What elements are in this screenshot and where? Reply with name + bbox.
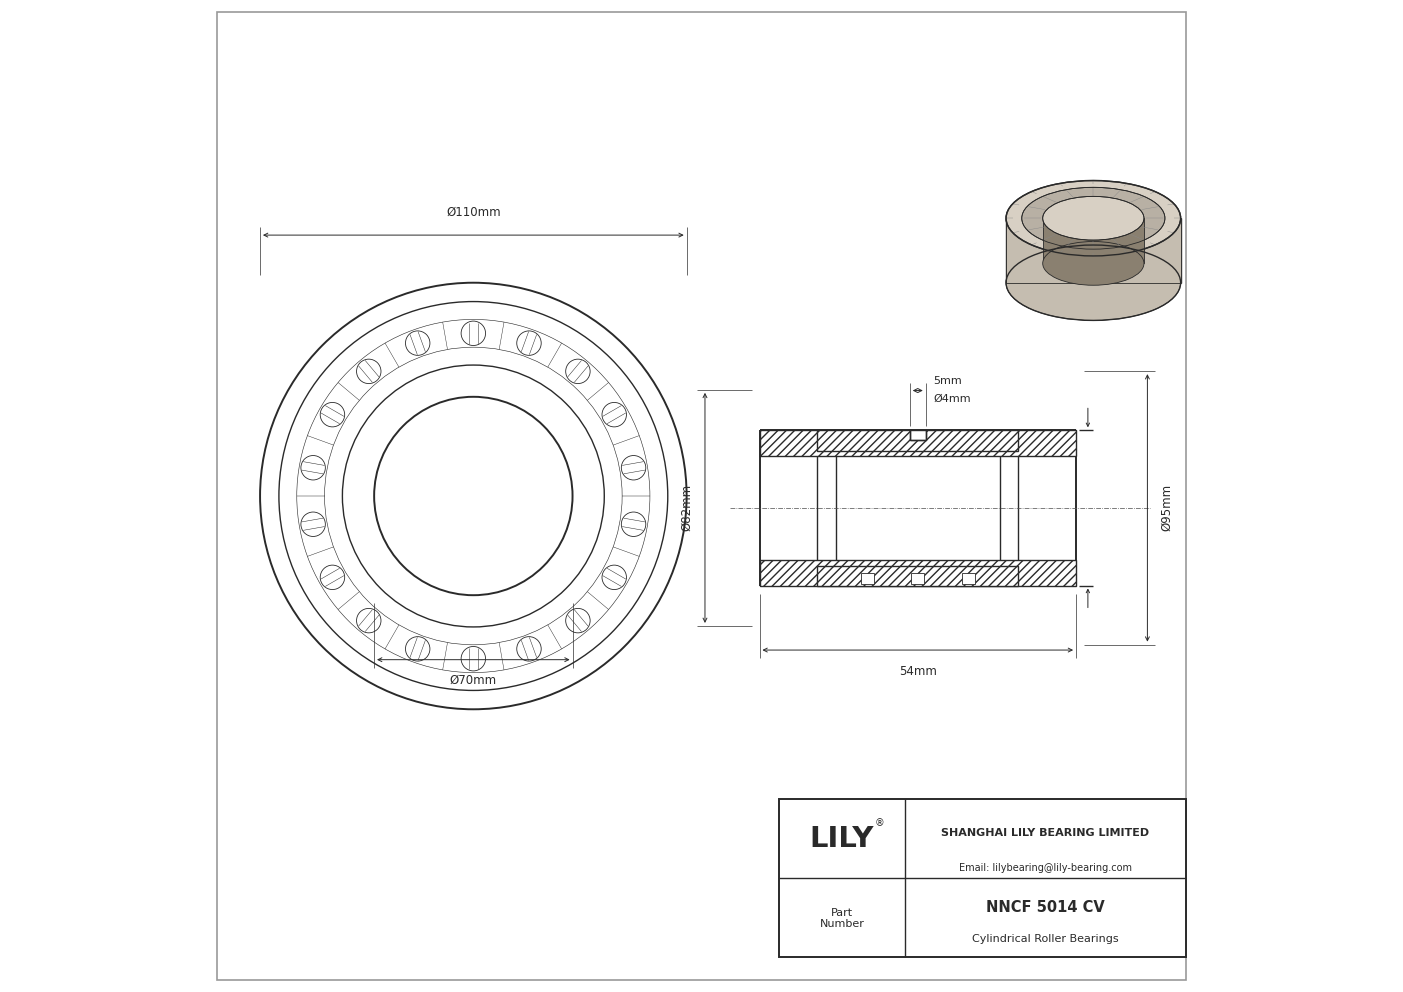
- Text: Ø95mm: Ø95mm: [1160, 484, 1173, 532]
- Text: 5mm: 5mm: [933, 376, 962, 386]
- Ellipse shape: [1021, 187, 1164, 249]
- Bar: [759, 559, 1076, 585]
- PathPatch shape: [1006, 218, 1181, 283]
- Bar: [779, 799, 1186, 957]
- Text: SHANGHAI LILY BEARING LIMITED: SHANGHAI LILY BEARING LIMITED: [941, 828, 1149, 838]
- Text: ®: ®: [874, 818, 884, 828]
- Text: 54mm: 54mm: [899, 665, 937, 678]
- Text: Email: lilybearing@lily-bearing.com: Email: lilybearing@lily-bearing.com: [958, 863, 1132, 873]
- Text: Ø4mm: Ø4mm: [933, 394, 971, 404]
- Ellipse shape: [1006, 181, 1181, 256]
- Text: Ø82mm: Ø82mm: [680, 484, 693, 532]
- Text: Ø110mm: Ø110mm: [446, 206, 501, 219]
- Text: LILY: LILY: [810, 825, 874, 853]
- Text: Part
Number: Part Number: [819, 908, 864, 930]
- Bar: [759, 431, 1076, 456]
- Bar: [861, 573, 874, 583]
- Ellipse shape: [1042, 241, 1143, 286]
- Bar: [817, 566, 1019, 585]
- Ellipse shape: [1042, 196, 1143, 240]
- Bar: [961, 573, 975, 583]
- Bar: [817, 431, 1019, 451]
- Text: NNCF 5014 CV: NNCF 5014 CV: [986, 900, 1104, 915]
- Bar: [909, 431, 926, 440]
- Ellipse shape: [1006, 245, 1181, 320]
- Text: Ø70mm: Ø70mm: [450, 674, 497, 686]
- Text: Cylindrical Roller Bearings: Cylindrical Roller Bearings: [972, 934, 1118, 944]
- PathPatch shape: [1042, 218, 1143, 263]
- Bar: [912, 573, 925, 583]
